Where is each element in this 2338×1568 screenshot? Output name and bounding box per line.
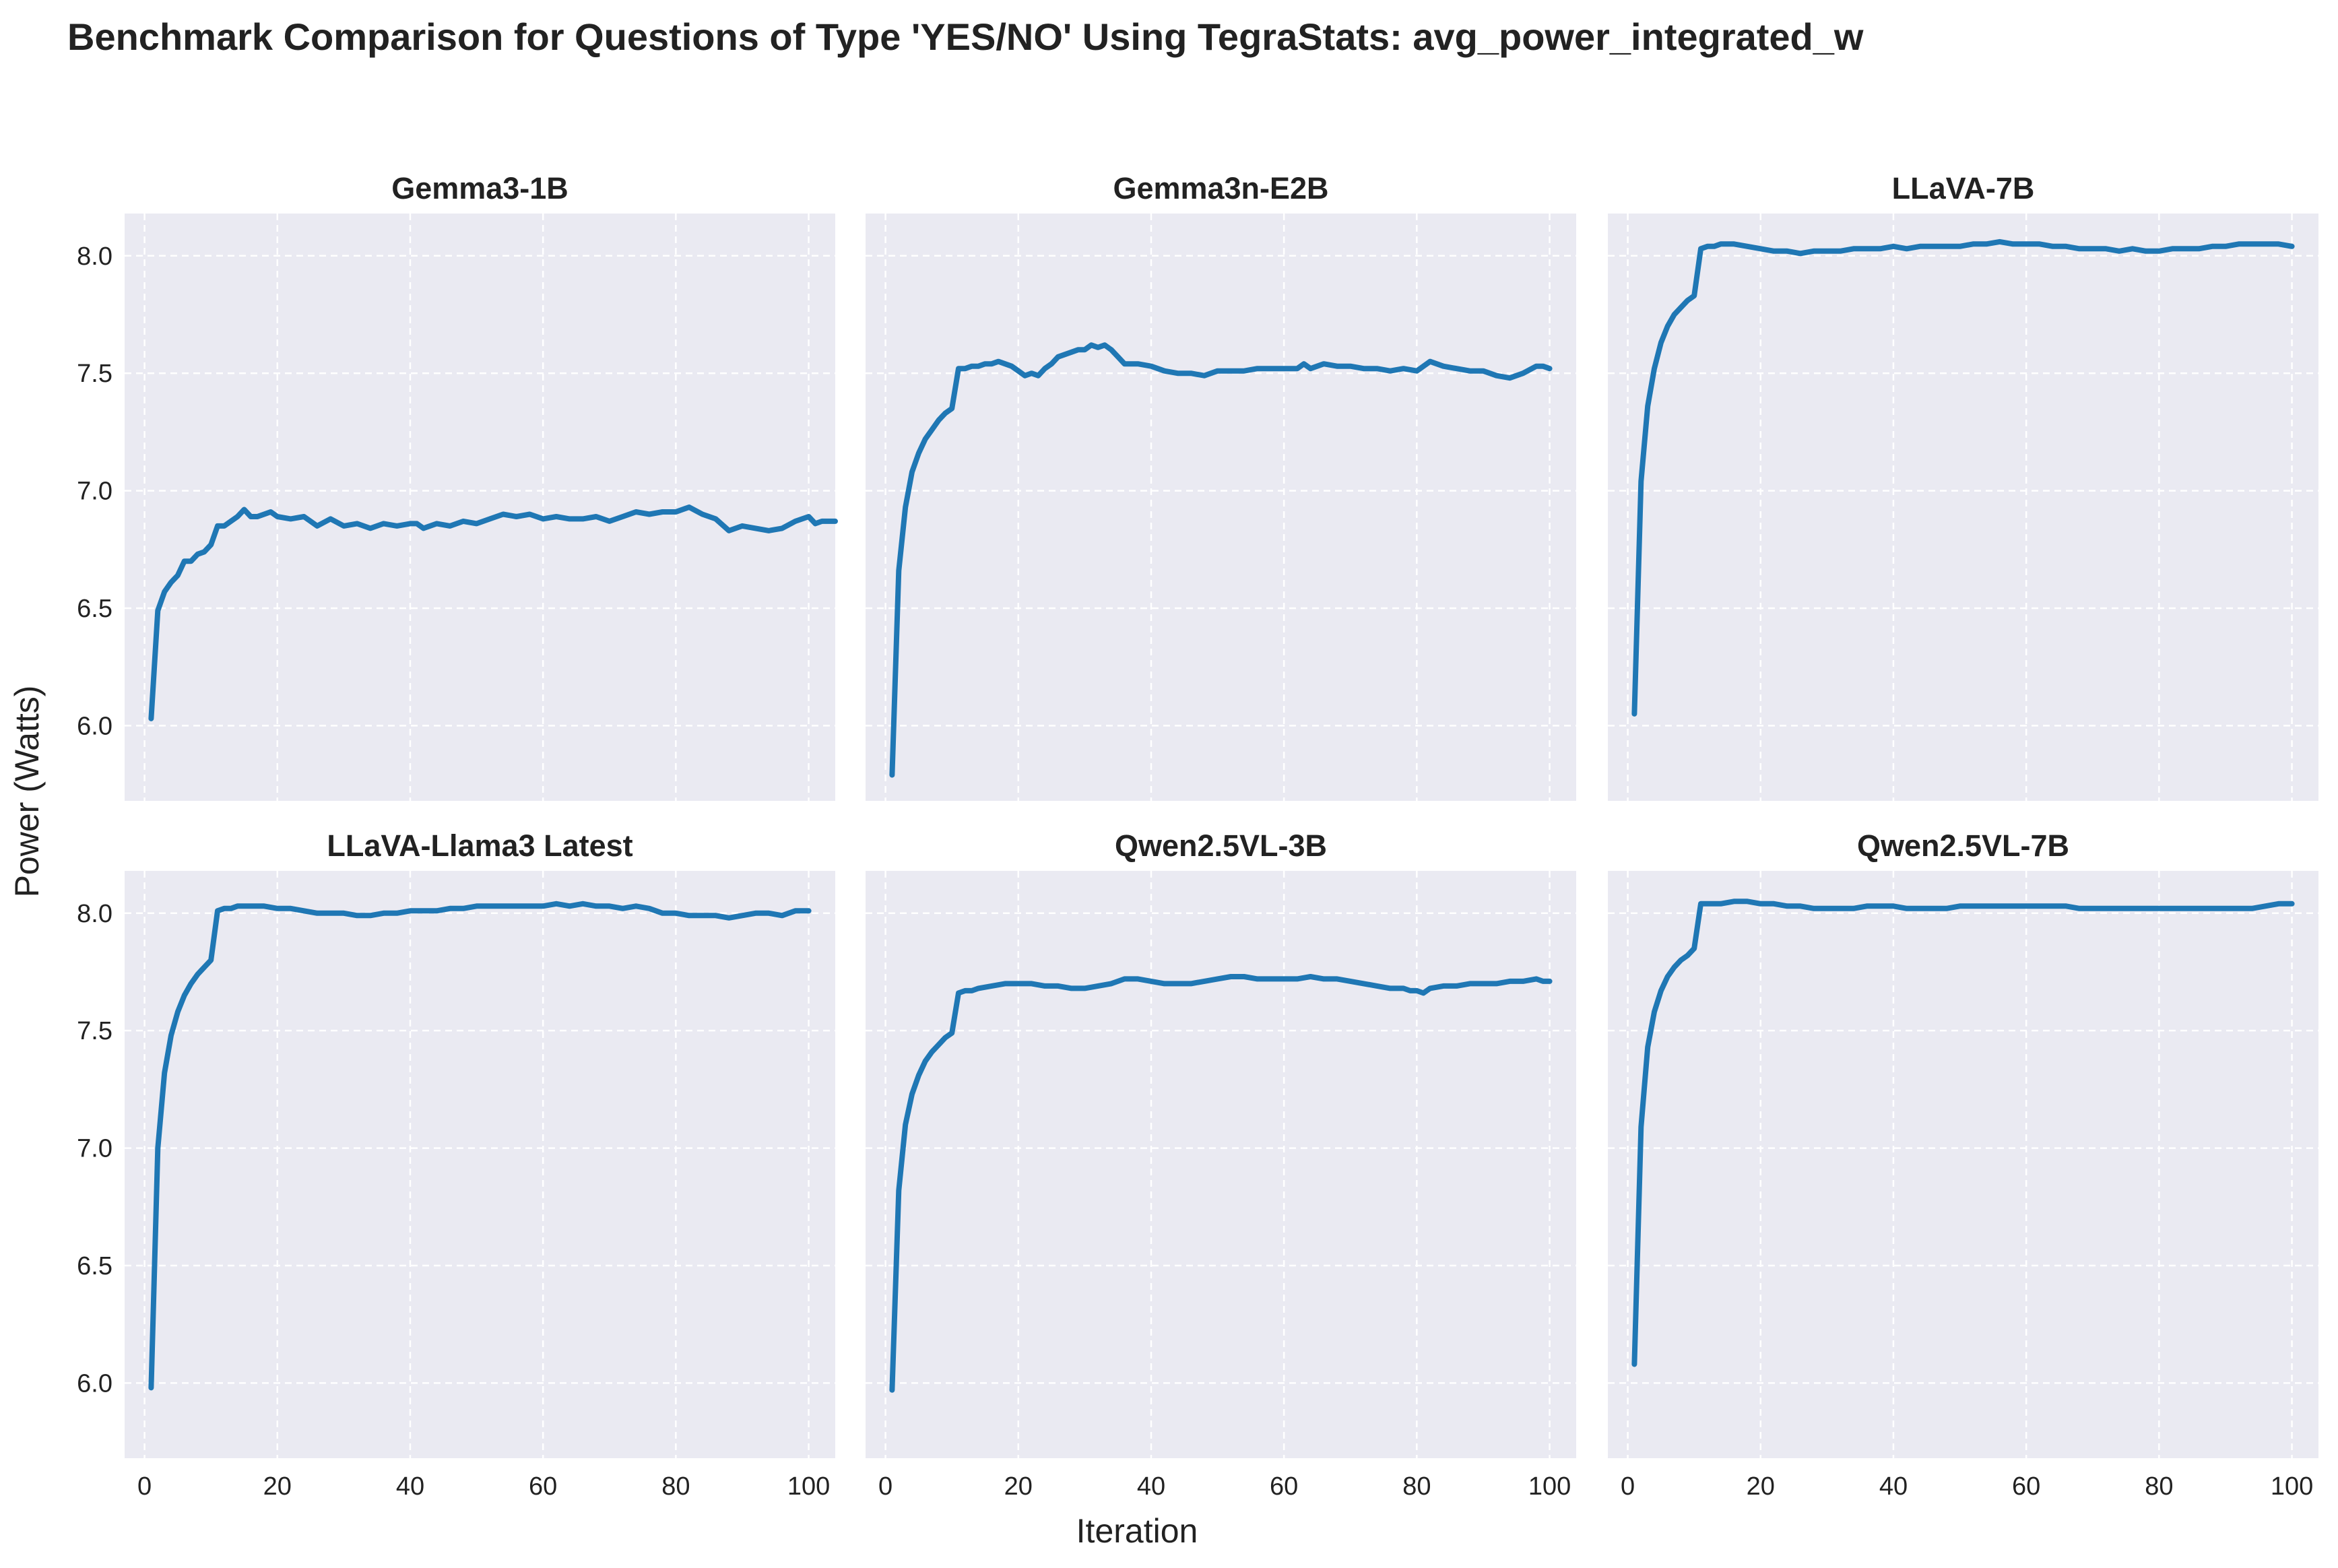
x-tick-label: 60 bbox=[2012, 1472, 2040, 1501]
y-tick-label: 7.0 bbox=[77, 478, 112, 506]
subplot-title: LLaVA-7B bbox=[1892, 171, 2035, 205]
subplot-6: Qwen2.5VL-7B 0 20 40 60 80 100 bbox=[1608, 828, 2318, 1501]
figure-title: Benchmark Comparison for Questions of Ty… bbox=[67, 15, 1864, 58]
x-tick-label: 100 bbox=[1528, 1472, 1571, 1501]
subplot-title: Gemma3n-E2B bbox=[1113, 171, 1328, 205]
x-tick-label: 100 bbox=[2271, 1472, 2313, 1501]
subplot-5: Qwen2.5VL-3B 0 20 40 60 80 100 bbox=[866, 828, 1576, 1501]
plot-area bbox=[125, 214, 835, 801]
subplot-2: Gemma3n-E2B bbox=[866, 171, 1576, 801]
plot-area bbox=[1608, 214, 2318, 801]
y-tick-label: 7.5 bbox=[77, 360, 112, 388]
subplot-title: Qwen2.5VL-3B bbox=[1115, 828, 1327, 863]
x-tick-label: 80 bbox=[1402, 1472, 1431, 1501]
y-tick-label: 6.0 bbox=[77, 712, 112, 740]
plot-area bbox=[125, 871, 835, 1458]
plot-area bbox=[866, 214, 1576, 801]
y-tick-label: 6.5 bbox=[77, 1252, 112, 1280]
x-tick-label: 0 bbox=[878, 1472, 892, 1501]
x-tick-label: 80 bbox=[2145, 1472, 2173, 1501]
subplot-title: LLaVA-Llama3 Latest bbox=[327, 828, 632, 863]
x-tick-label: 20 bbox=[1747, 1472, 1775, 1501]
y-tick-label: 7.0 bbox=[77, 1135, 112, 1163]
series-line bbox=[148, 504, 838, 721]
x-tick-label: 40 bbox=[396, 1472, 424, 1501]
subplot-title: Gemma3-1B bbox=[391, 171, 569, 205]
subplot-title: Qwen2.5VL-7B bbox=[1857, 828, 2069, 863]
x-tick-label: 40 bbox=[1879, 1472, 1908, 1501]
x-tick-label: 40 bbox=[1137, 1472, 1165, 1501]
x-axis-label: Iteration bbox=[1076, 1512, 1198, 1550]
subplot-1: Gemma3-1B 6.0 6.5 7.0 7.5 8.0 bbox=[77, 171, 838, 801]
series-line bbox=[1631, 899, 2295, 1367]
series-line bbox=[148, 901, 812, 1391]
y-axis-label: Power (Watts) bbox=[8, 686, 46, 898]
y-tick-label: 6.0 bbox=[77, 1369, 112, 1398]
y-tick-label: 8.0 bbox=[77, 900, 112, 928]
x-tick-label: 0 bbox=[1621, 1472, 1635, 1501]
y-tick-label: 6.5 bbox=[77, 595, 112, 623]
x-tick-label: 80 bbox=[661, 1472, 690, 1501]
subplot-grid: Gemma3-1B 6.0 6.5 7.0 7.5 8.0 Gemma3n-E2B LLaVA… bbox=[77, 171, 2318, 1501]
x-tick-label: 20 bbox=[263, 1472, 292, 1501]
y-tick-label: 8.0 bbox=[77, 242, 112, 271]
subplot-4: LLaVA-Llama3 Latest 0 20 40 60 80 100 6.0 6.5 7.0… bbox=[77, 828, 835, 1501]
x-tick-label: 20 bbox=[1004, 1472, 1033, 1501]
x-tick-label: 0 bbox=[137, 1472, 152, 1501]
series-line bbox=[889, 342, 1553, 778]
x-tick-label: 60 bbox=[1270, 1472, 1298, 1501]
series-line bbox=[889, 974, 1553, 1393]
x-tick-label: 60 bbox=[529, 1472, 557, 1501]
plot-area bbox=[866, 871, 1576, 1458]
x-tick-label: 100 bbox=[787, 1472, 830, 1501]
subplot-3: LLaVA-7B bbox=[1608, 171, 2318, 801]
plot-area bbox=[1608, 871, 2318, 1458]
series-line bbox=[1631, 238, 2295, 717]
y-tick-label: 7.5 bbox=[77, 1017, 112, 1045]
